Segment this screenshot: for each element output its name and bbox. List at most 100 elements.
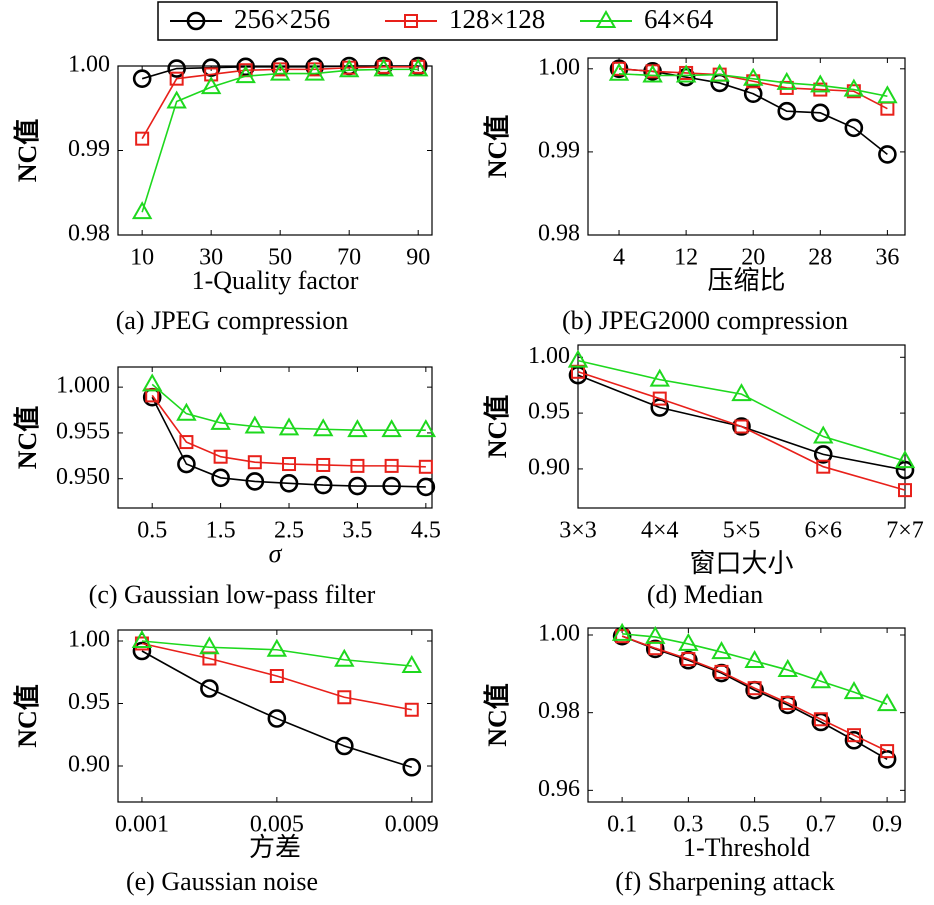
marker — [813, 712, 828, 727]
y-tick-label: 1.000 — [56, 373, 110, 399]
legend-marker — [595, 9, 617, 28]
marker — [895, 460, 915, 480]
axes-box — [117, 629, 433, 803]
axes-box — [587, 57, 906, 236]
marker — [813, 82, 828, 97]
series-line — [577, 371, 906, 491]
y-axis-label: NC值 — [483, 115, 512, 179]
marker — [894, 450, 916, 469]
marker — [675, 64, 697, 83]
y-tick-label: 1.00 — [68, 627, 110, 653]
marker — [245, 472, 265, 491]
x-tick-label: 70 — [337, 245, 361, 271]
marker — [780, 695, 795, 710]
marker — [652, 391, 667, 406]
marker — [236, 57, 255, 77]
y-tick-label: 0.955 — [56, 418, 110, 444]
marker — [145, 388, 160, 403]
marker — [201, 58, 221, 77]
marker — [810, 74, 831, 93]
series-line — [622, 633, 888, 705]
y-tick-label: 0.95 — [68, 689, 110, 715]
marker — [779, 80, 794, 95]
caption: (b) JPEG2000 compression — [562, 306, 848, 335]
marker — [348, 476, 367, 496]
y-tick-label: 0.98 — [68, 221, 110, 247]
x-tick-label: 12 — [674, 245, 698, 271]
marker — [844, 118, 864, 138]
x-tick-label: 28 — [808, 245, 832, 271]
marker — [141, 373, 163, 392]
caption: (a) JPEG compression — [116, 306, 349, 335]
y-tick-label: 0.98 — [538, 698, 580, 724]
series-line — [621, 635, 888, 760]
legend-marker — [404, 14, 418, 28]
marker — [313, 418, 334, 437]
marker — [316, 457, 331, 472]
legend-marker — [186, 11, 206, 31]
marker — [777, 101, 797, 121]
marker — [247, 455, 262, 470]
marker — [878, 145, 897, 164]
x-axis-label: 1-Quality factor — [192, 266, 359, 295]
x-tick-label: 3.5 — [342, 518, 372, 544]
x-tick-label: 7×7 — [886, 518, 924, 544]
marker — [611, 622, 633, 641]
marker — [642, 64, 663, 83]
marker — [131, 201, 153, 220]
x-tick-label: 0.7 — [806, 812, 836, 838]
x-axis-label: 方差 — [249, 833, 301, 862]
series-line — [618, 72, 888, 98]
series-line — [151, 396, 426, 488]
marker — [381, 419, 402, 438]
series-line — [151, 394, 426, 468]
marker — [244, 415, 266, 434]
marker — [135, 131, 150, 146]
marker — [132, 69, 152, 88]
marker — [132, 641, 152, 661]
caption: (d) Median — [647, 580, 763, 609]
y-tick-label: 1.00 — [68, 52, 110, 78]
marker — [402, 757, 422, 777]
x-tick-label: 5×5 — [723, 518, 761, 544]
marker — [709, 63, 730, 82]
legend-box — [157, 1, 778, 41]
axes-box — [117, 65, 433, 236]
series-line — [618, 68, 888, 156]
marker — [416, 477, 436, 497]
marker — [335, 736, 354, 756]
marker — [813, 445, 833, 464]
marker — [645, 639, 665, 659]
marker — [210, 411, 231, 430]
marker — [337, 690, 352, 705]
marker — [269, 669, 284, 683]
x-tick-label: 2.5 — [274, 518, 304, 544]
y-tick-label: 0.96 — [538, 776, 580, 802]
caption: (c) Gaussian low-pass filter — [89, 580, 376, 609]
marker — [131, 629, 153, 648]
marker — [204, 67, 219, 82]
y-tick-label: 0.95 — [528, 399, 570, 425]
x-tick-label: 0.5 — [740, 812, 770, 838]
x-axis-label: 压缩比 — [707, 266, 785, 295]
legend-label: 64×64 — [644, 4, 714, 34]
marker — [747, 681, 762, 696]
marker — [877, 85, 898, 104]
marker — [166, 90, 187, 109]
x-tick-label: 4 — [613, 245, 625, 271]
axes-box — [587, 627, 906, 803]
y-tick-label: 0.98 — [538, 221, 580, 247]
caption: (f) Sharpening attack — [615, 867, 834, 896]
marker — [200, 679, 219, 698]
y-tick-label: 0.950 — [56, 464, 110, 490]
series-line — [141, 650, 413, 769]
marker — [711, 641, 732, 660]
marker — [374, 56, 393, 76]
x-tick-label: 0.009 — [385, 812, 439, 838]
y-axis-label: NC值 — [483, 395, 512, 459]
marker — [898, 483, 912, 498]
marker — [401, 654, 422, 673]
series-line — [141, 66, 419, 140]
x-tick-label: 4.5 — [411, 518, 441, 544]
marker — [267, 709, 287, 728]
